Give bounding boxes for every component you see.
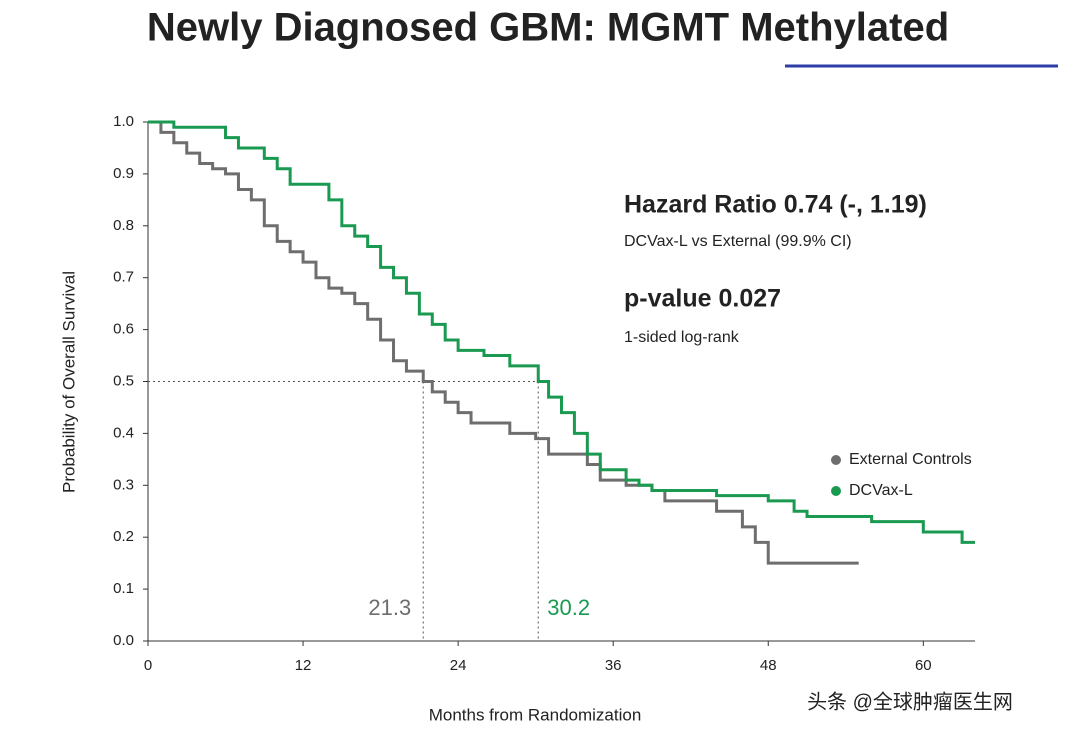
y-tick-label: 0.0 [113,632,134,649]
watermark: 头条 @全球肿瘤医生网 [807,690,1013,713]
legend-label: DCVax-L [849,482,913,499]
annotation: p-value 0.027 [624,285,781,313]
chart-title: Newly Diagnosed GBM: MGMT Methylated [147,6,949,50]
legend-marker [831,455,841,465]
x-tick-label: 12 [295,657,312,674]
y-tick-label: 0.5 [113,372,134,389]
y-tick-label: 0.4 [113,424,134,441]
x-tick-label: 36 [605,657,622,674]
annotation: Hazard Ratio 0.74 (-, 1.19) [624,191,927,219]
y-tick-label: 1.0 [113,113,134,130]
median-label: 30.2 [547,595,590,620]
y-tick-label: 0.8 [113,217,134,234]
y-axis-label: Probability of Overall Survival [59,271,78,493]
annotation: 1-sided log-rank [624,329,740,346]
y-tick-label: 0.1 [113,580,134,597]
y-tick-label: 0.6 [113,321,134,338]
legend-marker [831,486,841,496]
legend-label: External Controls [849,451,972,468]
median-label: 21.3 [368,595,411,620]
survival-curve [148,120,975,544]
x-axis-label: Months from Randomization [429,705,642,724]
y-tick-label: 0.7 [113,269,134,286]
x-tick-label: 0 [144,657,152,674]
y-tick-label: 0.3 [113,476,134,493]
annotation: DCVax-L vs External (99.9% CI) [624,233,852,250]
x-tick-label: 60 [915,657,932,674]
x-tick-label: 24 [450,657,467,674]
x-tick-label: 48 [760,657,777,674]
y-tick-label: 0.2 [113,528,134,545]
y-tick-label: 0.9 [113,165,134,182]
